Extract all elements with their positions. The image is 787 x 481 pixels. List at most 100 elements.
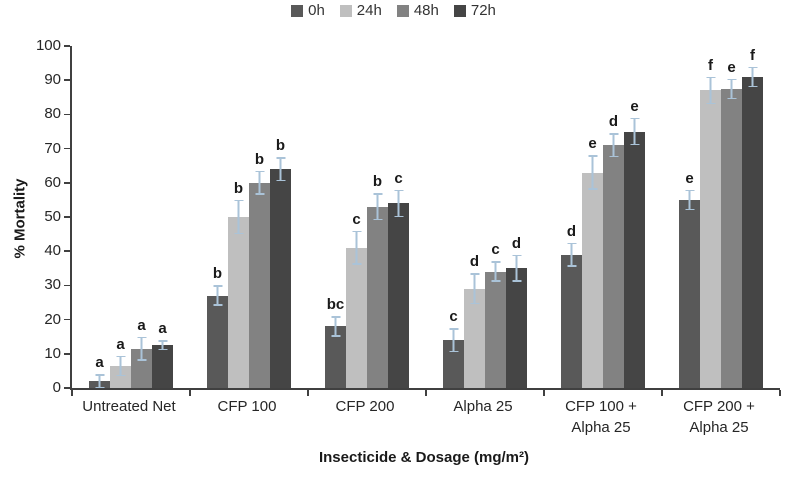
bar-0h	[679, 199, 700, 388]
legend-item-24h: 24h	[339, 2, 382, 19]
bar-slot: a	[131, 46, 152, 388]
bar-0h	[207, 295, 228, 388]
error-bar	[727, 78, 736, 100]
error-bar	[373, 193, 382, 221]
x-axis-tick	[189, 390, 191, 396]
y-axis-tick	[64, 45, 70, 47]
significance-letter: c	[449, 308, 458, 326]
error-bar	[588, 155, 597, 190]
significance-letter: b	[233, 179, 244, 197]
significance-letter: c	[491, 241, 500, 259]
error-bar	[630, 117, 639, 146]
significance-letter: a	[158, 320, 167, 338]
x-axis-category-labels: Untreated Net CFP 100 CFP 200 Alpha 25 CFP 1…	[70, 396, 778, 438]
error-bar	[158, 340, 167, 351]
error-bar	[706, 76, 715, 105]
error-bar	[213, 285, 222, 306]
bar-72h	[152, 345, 173, 388]
legend-label: 0h	[308, 2, 325, 19]
error-bar	[352, 230, 361, 265]
y-axis-tick	[64, 216, 70, 218]
legend-label: 24h	[356, 2, 382, 19]
bar-0h	[325, 326, 346, 388]
significance-letter: b	[275, 137, 286, 155]
error-bar	[331, 316, 340, 337]
y-axis-tick	[64, 284, 70, 287]
y-axis-tick-label: 0	[52, 379, 61, 396]
y-axis-tick	[64, 113, 70, 116]
significance-letter: bc	[326, 296, 345, 314]
bar-72h	[624, 131, 645, 388]
x-axis-category-label: Untreated Net	[82, 398, 176, 415]
significance-letter: f	[750, 46, 755, 64]
y-axis-tick-label: 10	[44, 344, 61, 362]
legend-item-72h: 72h	[453, 2, 496, 19]
bar-72h	[742, 76, 763, 388]
x-axis-title: Insecticide & Dosage (mg/m²)	[318, 449, 530, 466]
bar-24h	[228, 217, 249, 388]
error-bar	[491, 261, 500, 282]
legend-swatch-icon	[396, 4, 409, 17]
y-axis-tick-label: 40	[44, 242, 61, 260]
bar-72h	[388, 203, 409, 388]
significance-letter: d	[566, 222, 577, 240]
legend-item-0h: 0h	[291, 2, 325, 19]
error-bar	[748, 66, 757, 88]
x-axis-tick	[71, 390, 73, 396]
bar-slot: c	[346, 46, 367, 388]
bar-slot: bc	[325, 46, 346, 388]
error-bar	[116, 355, 125, 377]
significance-letter: e	[588, 135, 597, 153]
bar-slot: d	[561, 46, 582, 388]
bar-0h	[561, 254, 582, 388]
legend-item-48h: 48h	[396, 2, 439, 19]
x-axis-category-label: Alpha 25	[453, 398, 513, 415]
bar-slot: b	[367, 46, 388, 388]
bar-slot: b	[249, 46, 270, 388]
bar-24h	[700, 90, 721, 388]
significance-letter: d	[469, 253, 480, 271]
y-axis-tick-label: 70	[44, 139, 61, 157]
y-axis-tick	[64, 182, 70, 184]
x-axis-category-label: CFP 200	[335, 398, 395, 415]
x-axis-category-label: CFP 100	[217, 398, 277, 415]
bar-72h	[270, 169, 291, 388]
bar-group: bc c b c	[308, 46, 426, 388]
bar-slot: f	[742, 46, 763, 388]
significance-letter: a	[116, 335, 125, 353]
error-bar	[449, 328, 458, 353]
significance-letter: b	[212, 265, 223, 283]
bar-slot: d	[506, 46, 527, 388]
y-axis-tick-label: 50	[44, 208, 61, 225]
x-axis-tick	[543, 390, 545, 396]
significance-letter: b	[372, 173, 383, 191]
y-axis-tick	[64, 147, 70, 150]
y-axis-tick-label: 20	[44, 310, 61, 328]
bar-72h	[506, 268, 527, 388]
bar-48h	[603, 145, 624, 388]
bar-slot: c	[388, 46, 409, 388]
x-axis-tick	[307, 390, 309, 396]
significance-letter: b	[254, 150, 265, 168]
bar-48h	[367, 206, 388, 388]
bar-slot: c	[443, 46, 464, 388]
significance-letter: d	[608, 113, 619, 131]
bar-24h	[464, 288, 485, 388]
y-axis-tick	[64, 353, 70, 355]
bar-slot: a	[89, 46, 110, 388]
bar-slot: c	[485, 46, 506, 388]
y-axis-tick	[64, 387, 70, 389]
bar-slot: d	[603, 46, 624, 388]
x-axis-tick	[425, 390, 427, 396]
bar-slot: a	[152, 46, 173, 388]
bar-slot: b	[207, 46, 228, 388]
error-bar	[512, 254, 521, 282]
significance-letter: d	[511, 234, 522, 252]
y-axis-tick-label: 80	[44, 105, 61, 123]
bar-slot: e	[582, 46, 603, 388]
legend-swatch-icon	[339, 4, 352, 17]
